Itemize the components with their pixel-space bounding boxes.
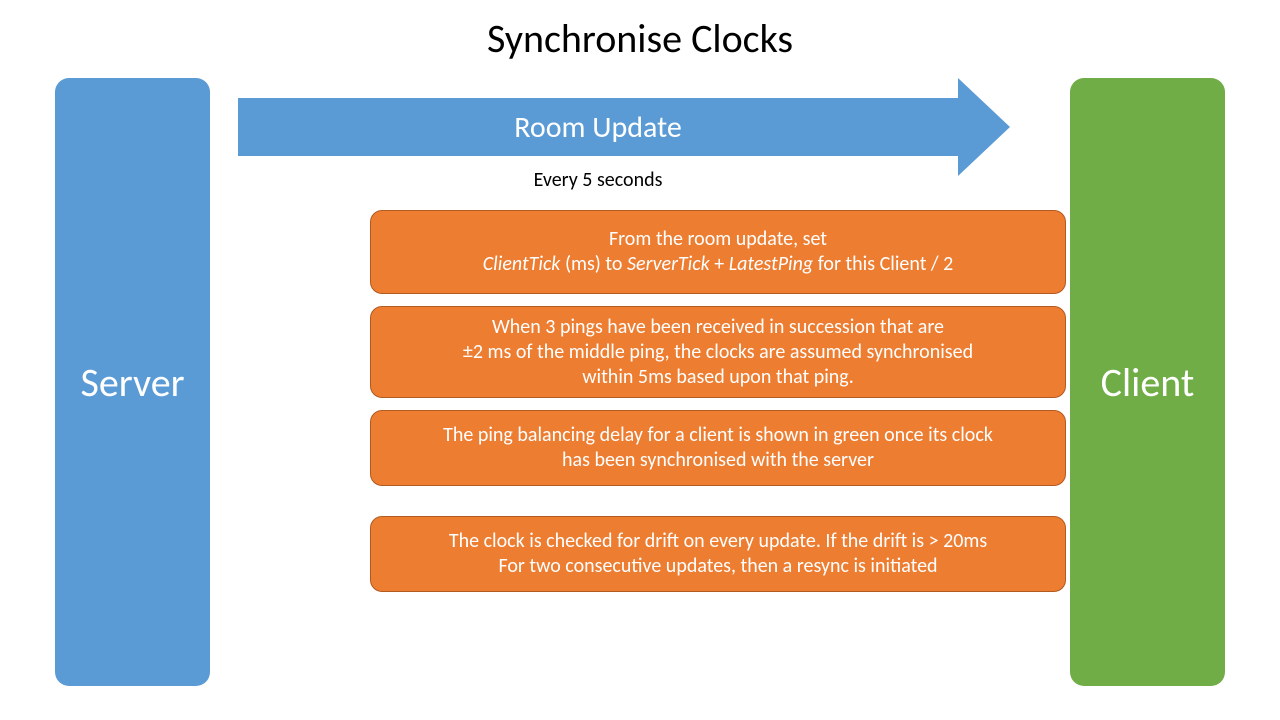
note-line: From the room update, set [609,227,827,252]
room-update-arrow: Room Update [238,78,1010,176]
server-box: Server [55,78,210,686]
arrow-caption-text: Every 5 seconds [534,168,663,192]
note-line: ±2 ms of the middle ping, the clocks are… [463,340,973,365]
client-box: Client [1070,78,1225,686]
client-label: Client [1101,358,1195,407]
note-drift: The clock is checked for drift on every … [370,516,1066,592]
arrow-head-icon [958,78,1010,176]
arrow-body: Room Update [238,98,958,156]
note-clienttick: From the room update, set ClientTick (ms… [370,210,1066,294]
note-line: For two consecutive updates, then a resy… [498,554,937,579]
page-title: Synchronise Clocks [0,14,1280,63]
arrow-caption: Every 5 seconds [238,168,958,192]
note-line: The ping balancing delay for a client is… [443,423,993,448]
note-synchronised: When 3 pings have been received in succe… [370,306,1066,398]
diagram-canvas: Synchronise Clocks Server Client Room Up… [0,0,1280,720]
note-line: When 3 pings have been received in succe… [492,315,944,340]
arrow-label: Room Update [514,109,682,146]
note-line: The clock is checked for drift on every … [449,529,987,554]
note-line: ClientTick (ms) to ServerTick + LatestPi… [483,252,954,277]
note-line: within 5ms based upon that ping. [582,365,854,390]
server-label: Server [80,358,184,407]
note-ping-balance: The ping balancing delay for a client is… [370,410,1066,486]
title-text: Synchronise Clocks [487,14,793,63]
note-line: has been synchronised with the server [562,448,874,473]
